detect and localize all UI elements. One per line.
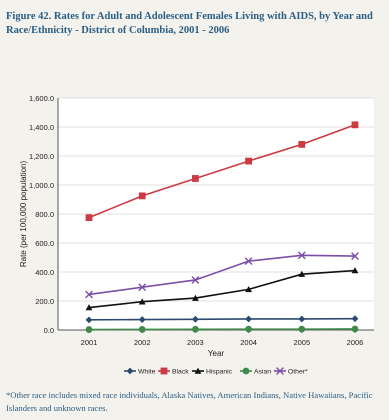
legend-label: White [138,369,156,376]
x-tick-label: 2001 [81,338,98,347]
x-tick-label: 2002 [134,338,151,347]
x-axis-label: Year [208,349,225,358]
figure-title: Figure 42. Rates for Adult and Adolescen… [6,11,373,36]
data-point-hispanic [298,270,306,277]
legend-item-black: Black [158,367,189,376]
data-point-black [138,192,146,200]
legend-marker [276,367,284,375]
data-point-asian [298,325,306,333]
data-point-hispanic [85,304,93,311]
data-point-black [351,121,359,129]
legend-item-other: Other* [274,367,308,376]
y-tick-label: 0.0 [44,326,54,335]
data-point-white [138,316,146,323]
x-tick-label: 2005 [293,338,310,347]
legend-marker [242,367,250,375]
series-line-asian [88,328,356,331]
x-tick-label: 2006 [347,338,364,347]
y-tick-labels: 0.0 200.0 400.0 600.0 800.0 1,000.0 1,200.0 1,4… [29,94,54,335]
x-tick-label: 2003 [187,338,204,347]
series-line-white [88,317,356,321]
legend-item-hispanic: Hispanic [192,367,233,376]
data-point-hispanic [351,267,359,274]
x-tick-label: 2004 [240,338,257,347]
y-tick-label: 400.0 [35,268,54,277]
series-line-black [88,124,356,219]
y-tick-label: 600.0 [35,239,54,248]
y-tick-label: 200.0 [35,297,54,306]
x-tick-labels: 2001 2002 2003 2004 2005 2006 [81,330,364,347]
series-line-other [88,254,356,296]
data-point-other [351,252,359,260]
series-asian [85,325,359,333]
legend-marker [126,367,134,375]
data-point-white [192,315,199,323]
data-point-hispanic [192,294,199,301]
series-hispanic [85,267,359,311]
data-point-white [85,316,93,324]
legend-label: Hispanic [206,369,233,376]
legend-label: Other* [288,369,308,376]
line-chart: 0.0 200.0 400.0 600.0 800.0 1,000.0 1,200.0 1,4… [19,94,374,376]
data-point-asian [192,325,199,333]
y-tick-label: 800.0 [35,210,54,219]
legend-label: Black [172,369,189,376]
data-point-white [298,315,306,323]
data-point-black [245,157,252,165]
series-black [85,121,359,222]
data-point-black [85,214,93,222]
data-point-other [297,251,306,260]
series-group [85,121,359,333]
figure-footnote: *Other race includes mixed race individu… [6,390,373,413]
y-tick-label: 1,000.0 [29,181,54,190]
data-point-other [244,257,253,266]
data-point-asian [245,325,253,333]
data-point-hispanic [245,286,252,293]
series-line-hispanic [88,269,356,309]
series-white [85,315,359,324]
data-point-asian [85,326,93,333]
data-point-black [192,175,199,182]
y-tick-label: 1,400.0 [29,123,54,132]
y-tick-label: 1,600.0 [29,94,54,103]
data-point-white [245,315,252,323]
data-point-other [191,276,200,284]
y-axis-label: Rate (per 100,000 population) [19,161,28,268]
data-point-asian [351,325,359,333]
data-point-other [138,283,147,292]
legend-marker [160,367,168,375]
data-point-black [298,141,306,148]
data-point-white [351,315,359,323]
data-point-other [85,290,93,299]
legend-item-white: White [124,367,156,376]
legend-label: Asian [254,369,271,376]
legend: White Black Hispanic Asian Other* [124,367,308,376]
legend-item-asian: Asian [240,367,271,376]
y-tick-label: 1,200.0 [29,152,54,161]
legend-marker [194,367,202,374]
data-point-hispanic [138,298,146,305]
series-other [85,251,359,299]
data-point-asian [138,326,146,333]
